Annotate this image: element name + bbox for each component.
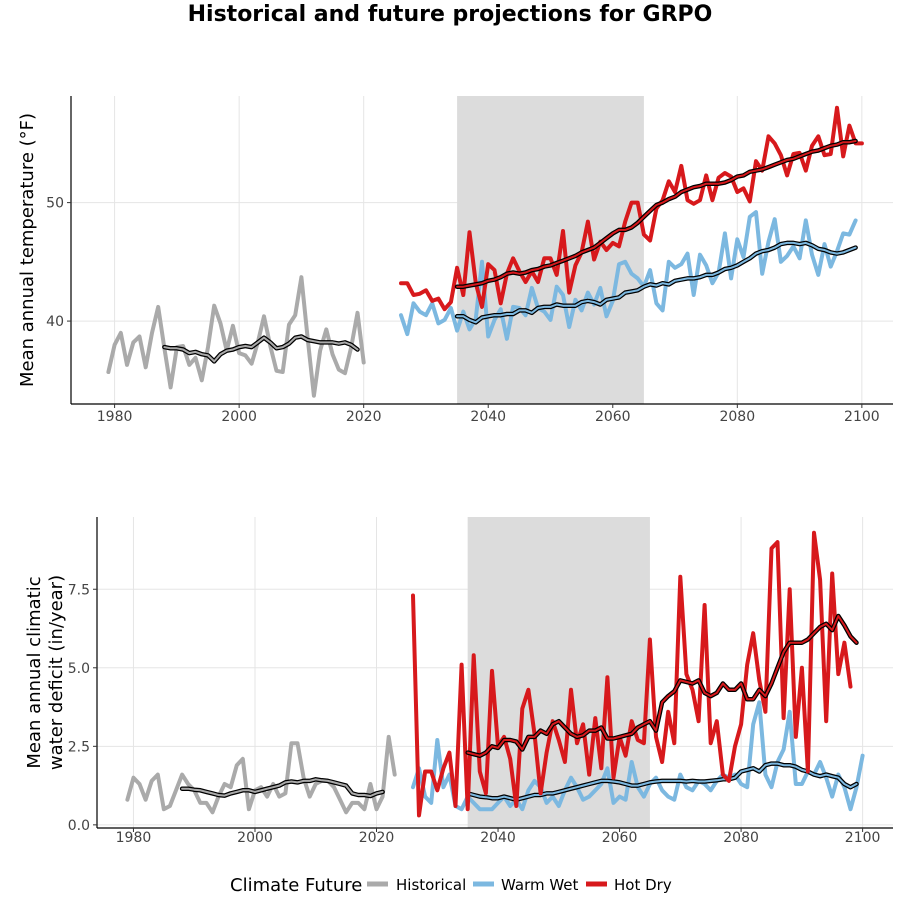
water-deficit-panel: 1980 2000 2020 2040 2060 2080 2100 0.0 2.5 5.0 7.5… [24,517,893,846]
x-tick-label: 2040 [470,409,506,425]
x-tick-label: 2000 [221,409,257,425]
legend-item-historical: Historical [367,876,466,894]
y-tick-label: 5.0 [68,661,90,677]
y-axis-label: Mean annual temperature (°F) [17,113,38,387]
x-tick-label: 2080 [723,830,759,846]
legend-label-hot-dry: Hot Dry [614,876,672,894]
series-historical-smooth [181,778,384,797]
x-tick-label: 2100 [845,830,881,846]
x-tick-label: 2000 [237,830,273,846]
series-warm-wet-smooth [466,762,858,801]
legend-label-warm-wet: Warm Wet [501,876,579,894]
y-tick-label: 2.5 [68,739,90,755]
x-tick-label: 1980 [116,830,152,846]
x-tick-label: 2100 [844,409,880,425]
y-axis-label: water deficit (in/year) [46,575,67,770]
x-tick-label: 2060 [602,830,638,846]
legend-label-historical: Historical [396,876,466,894]
series-warm-wet-smooth [456,241,857,324]
legend-title: Climate Future [230,875,362,896]
legend-item-hot-dry: Hot Dry [586,876,672,894]
series-historical-smooth [163,335,359,363]
series-historical [106,275,366,398]
series-historical [125,734,397,815]
legend-item-warm-wet: Warm Wet [473,876,579,894]
series-hot-dry-smooth [466,615,858,757]
series-hot-dry [411,530,853,818]
temperature-panel: 1980 2000 2020 2040 2060 2080 2100 40 50 Mean ann… [17,96,893,425]
series-hot-dry [399,105,864,312]
x-tick-label: 1980 [97,409,133,425]
legend: Climate Future Historical Warm Wet Hot D… [230,875,672,896]
x-tick-label: 2040 [480,830,516,846]
y-tick-label: 7.5 [68,582,90,598]
shaded-period [457,96,644,404]
series-hot-dry-smooth [456,140,857,288]
x-tick-label: 2060 [595,409,631,425]
y-tick-label: 0.0 [68,818,90,834]
x-tick-label: 2080 [719,409,755,425]
shaded-period [467,517,650,828]
x-tick-label: 2020 [359,830,395,846]
chart-title: Historical and future projections for GR… [188,2,713,27]
series-warm-wet [399,210,858,341]
x-tick-label: 2020 [346,409,382,425]
y-axis-label: Mean annual climatic [24,576,45,768]
y-tick-label: 50 [46,196,64,212]
y-tick-label: 40 [46,314,64,330]
